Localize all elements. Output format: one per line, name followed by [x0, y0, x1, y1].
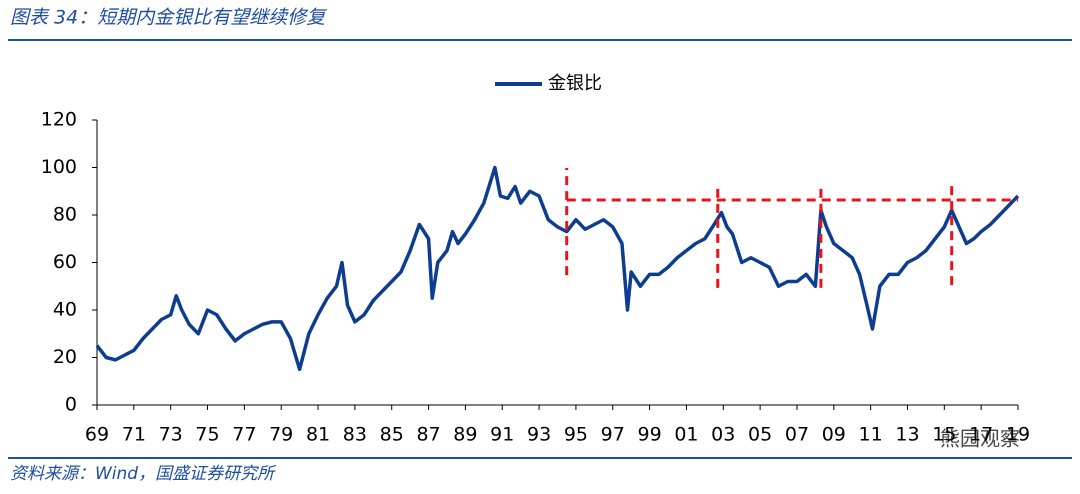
x-tick-label: 95 — [564, 424, 588, 446]
x-tick-label: 19 — [1006, 424, 1030, 446]
x-tick-label: 09 — [822, 424, 846, 446]
x-tick-label: 69 — [85, 424, 109, 446]
plot: 0 20 40 60 80 100 120 69 71 73 75 77 79 81 83 85 87 89 91 9… — [41, 73, 1030, 446]
x-tick-label: 15 — [932, 424, 956, 446]
watermark: 熊园观察 — [940, 427, 1020, 451]
x-tick-label: 85 — [380, 424, 404, 446]
y-tick-label: 20 — [53, 346, 77, 368]
legend-label: 金银比 — [548, 73, 602, 94]
x-tick-label: 05 — [748, 424, 772, 446]
x-tick-label: 87 — [416, 424, 440, 446]
y-tick-label: 100 — [41, 156, 77, 178]
x-tick-label: 13 — [895, 424, 919, 446]
x-tick-label: 03 — [711, 424, 735, 446]
x-tick-label: 73 — [159, 424, 183, 446]
y-tick-label: 60 — [53, 251, 77, 273]
y-tick-label: 0 — [65, 394, 77, 416]
series-line — [95, 165, 1020, 372]
x-tick-label: 83 — [343, 424, 367, 446]
x-tick-label: 07 — [785, 424, 809, 446]
x-tick-label: 71 — [122, 424, 146, 446]
x-tick-label: 91 — [490, 424, 514, 446]
x-tick-label: 99 — [638, 424, 662, 446]
x-tick-label: 01 — [674, 424, 698, 446]
x-tick-label: 97 — [601, 424, 625, 446]
x-tick-label: 81 — [306, 424, 330, 446]
x-tick-label: 77 — [232, 424, 256, 446]
page-title: 图表 34：短期内金银比有望继续修复 — [10, 7, 327, 29]
x-tick-label: 75 — [195, 424, 219, 446]
source: 资料来源：Wind，国盛证券研究所 — [10, 464, 277, 484]
x-tick-label: 11 — [859, 424, 883, 446]
y-tick-label: 40 — [53, 299, 77, 321]
x-tick-label: 17 — [969, 424, 993, 446]
x-tick-label: 79 — [269, 424, 293, 446]
x-tick-label: 89 — [453, 424, 477, 446]
y-tick-label: 120 — [41, 109, 77, 131]
x-tick-label: 93 — [527, 424, 551, 446]
y-tick-label: 80 — [53, 204, 77, 226]
